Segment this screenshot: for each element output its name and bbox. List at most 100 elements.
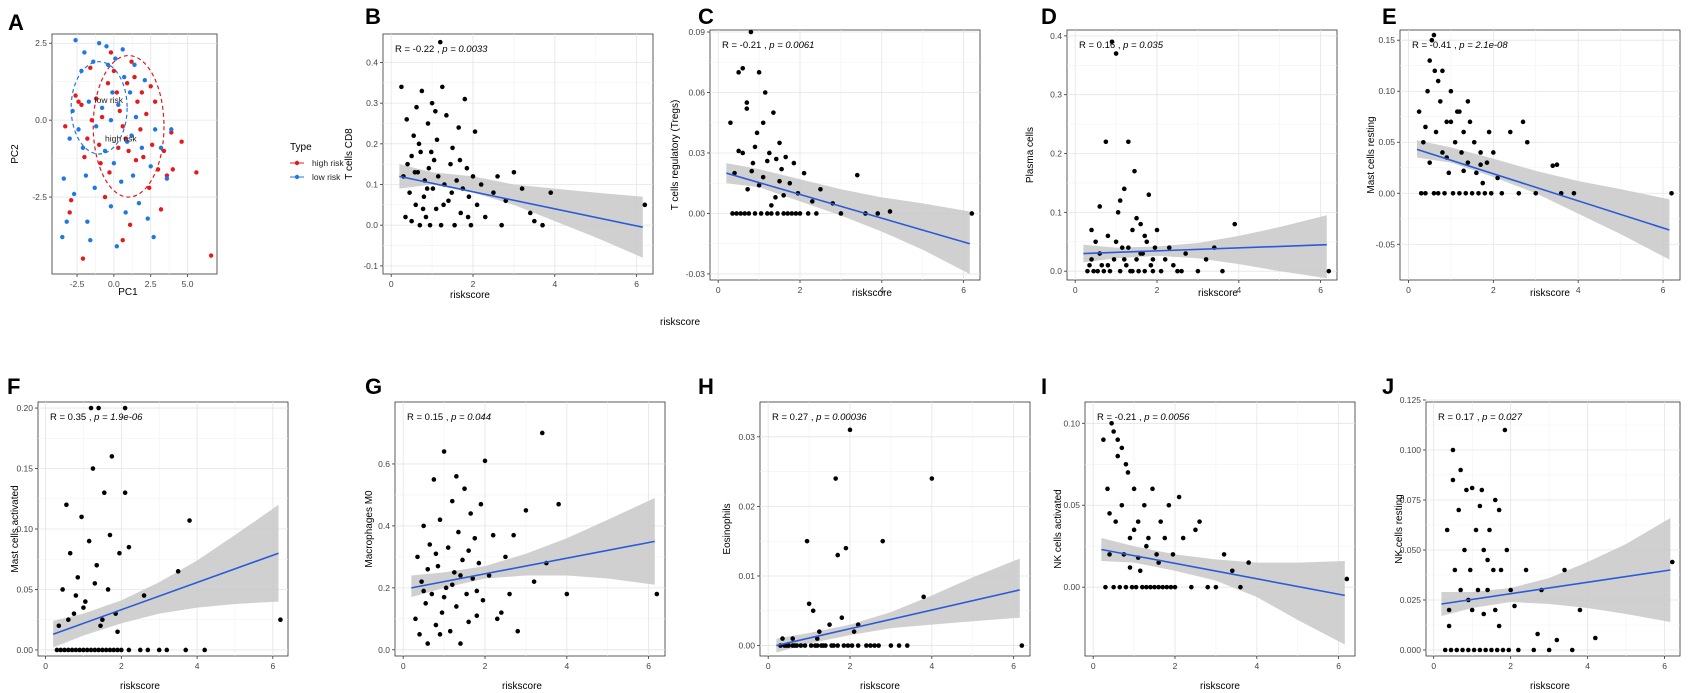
data-point (736, 70, 741, 75)
data-point (441, 594, 447, 600)
data-point (1467, 567, 1473, 573)
data-point (1427, 160, 1432, 165)
data-point (169, 130, 174, 135)
data-point (829, 643, 834, 648)
data-point (1107, 511, 1112, 516)
data-point (438, 222, 444, 228)
x-tick-label: 6 (1336, 661, 1341, 671)
data-point (1466, 647, 1471, 653)
data-point (417, 632, 422, 637)
data-point (1238, 584, 1243, 590)
data-point (1142, 233, 1148, 239)
data-point (114, 244, 120, 249)
panel-c: C 0 2 4 6 -0.03 0.00 0.03 0.06 0.09 riskscore T cel… (670, 4, 981, 299)
data-point (1123, 584, 1129, 590)
stat-p: p = 0.027 (1481, 412, 1523, 423)
data-point (88, 647, 94, 653)
data-point (503, 554, 508, 560)
data-point (1416, 109, 1422, 114)
data-point (141, 154, 146, 160)
data-point (1496, 507, 1502, 513)
data-point (145, 647, 151, 653)
data-point (447, 628, 453, 634)
y-tick-label: 0.10 (1378, 86, 1395, 96)
data-point (969, 211, 975, 216)
data-point (115, 647, 120, 653)
data-point (80, 145, 86, 151)
y-tick-label: 0.15 (16, 464, 33, 474)
data-point (88, 405, 94, 411)
data-point (1109, 39, 1115, 45)
data-point (130, 173, 136, 178)
data-point (79, 514, 84, 520)
data-point (132, 62, 137, 67)
data-point (141, 593, 147, 598)
data-point (1097, 204, 1103, 209)
y-axis-label: Macrophages M0 (364, 490, 375, 568)
data-point (68, 197, 74, 203)
data-point (472, 129, 478, 134)
data-point (744, 100, 750, 105)
data-point (85, 219, 90, 224)
data-point (1126, 245, 1131, 250)
y-tick-label: 0.3 (1050, 90, 1062, 100)
data-point (456, 125, 461, 130)
data-point (478, 182, 484, 187)
data-point (490, 532, 496, 538)
data-point (746, 211, 752, 216)
data-point (880, 538, 886, 544)
legend-key-point (294, 174, 300, 180)
data-point (1197, 519, 1202, 524)
data-point (868, 643, 873, 648)
data-point (441, 449, 447, 454)
data-point (70, 108, 75, 114)
data-point (845, 643, 851, 648)
data-point (1450, 447, 1456, 453)
data-point (1478, 150, 1483, 155)
data-point (84, 647, 90, 653)
data-point (1144, 543, 1149, 549)
data-point (1454, 647, 1460, 653)
data-point (777, 140, 782, 146)
data-point (421, 523, 426, 529)
data-point (1427, 58, 1432, 63)
data-point (474, 202, 480, 208)
y-axis-label: Plasma cells (1025, 127, 1036, 183)
stat-p: p = 0.044 (450, 412, 491, 423)
y-axis-label: Mast cells resting (1366, 116, 1377, 193)
data-point (540, 222, 545, 228)
data-point (812, 643, 818, 648)
data-point (1164, 584, 1170, 590)
data-point (748, 29, 754, 35)
data-point (147, 185, 152, 191)
data-point (1113, 239, 1119, 245)
x-tick-label: 6 (1318, 285, 1323, 295)
data-point (164, 173, 170, 178)
data-point (531, 579, 537, 584)
y-tick-label: 0.0 (366, 220, 378, 230)
stat-annotation: R = -0.21 , p = 0.0056 (1097, 412, 1190, 423)
data-point (458, 573, 463, 578)
x-tick-label: 2 (471, 279, 476, 289)
data-point (1109, 421, 1114, 426)
data-point (454, 178, 459, 183)
data-point (170, 167, 176, 172)
data-point (1113, 51, 1119, 56)
y-tick-label: 0.1 (366, 180, 378, 190)
data-point (124, 81, 130, 86)
data-point (1105, 233, 1111, 239)
data-point (1162, 257, 1168, 262)
data-point (847, 427, 853, 433)
regression-line (776, 589, 1020, 647)
y-tick-label: 0.02 (738, 501, 755, 511)
data-point (411, 133, 416, 138)
data-point (426, 165, 432, 171)
data-point (54, 647, 60, 653)
y-tick-label: 0.10 (1063, 418, 1080, 428)
data-point (1129, 584, 1135, 590)
data-point (88, 65, 93, 71)
data-point (81, 605, 86, 610)
data-point (798, 643, 804, 648)
data-point (515, 628, 521, 634)
data-point (1669, 190, 1674, 196)
